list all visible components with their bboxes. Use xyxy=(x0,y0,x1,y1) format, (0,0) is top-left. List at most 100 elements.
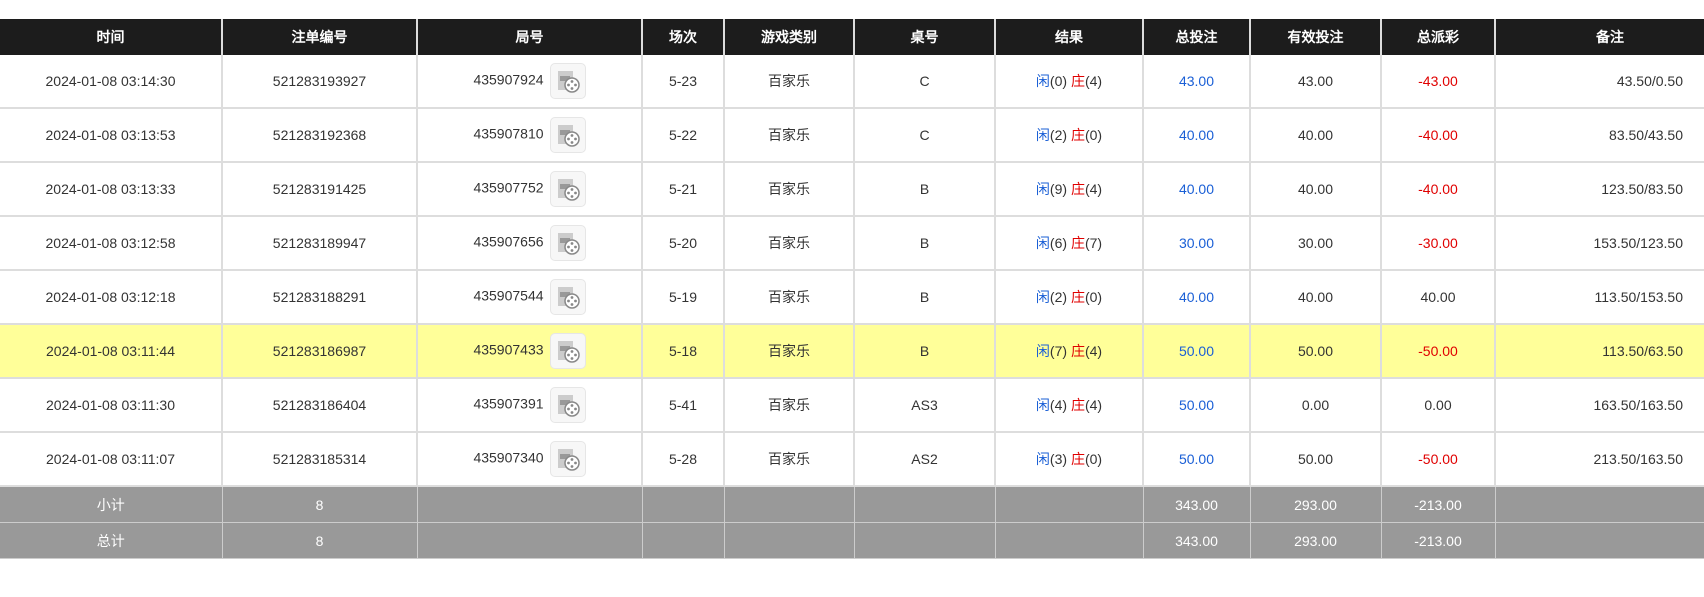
header-bet-id: 注单编号 xyxy=(221,19,417,55)
round-number: 435907391 xyxy=(473,395,544,412)
cell-round: 435907340 xyxy=(416,432,643,487)
cell-valid-bet: 30.00 xyxy=(1249,216,1382,271)
player-score: (0) xyxy=(1049,73,1068,89)
summary-empty xyxy=(641,485,725,523)
cell-round: 435907391 xyxy=(416,378,643,433)
video-replay-icon[interactable] xyxy=(549,117,586,153)
cell-game-type: 百家乐 xyxy=(723,55,855,109)
cell-total-bet: 50.00 xyxy=(1142,432,1251,487)
banker-label: 庄 xyxy=(1070,343,1085,359)
table-row[interactable]: 2024-01-08 03:11:07 521283185314 435907340… xyxy=(0,432,1704,487)
cell-result: 闲(7) 庄(4) xyxy=(994,324,1144,379)
table-row[interactable]: 2024-01-08 03:11:30 521283186404 435907391… xyxy=(0,378,1704,433)
video-replay-icon[interactable] xyxy=(549,225,586,261)
cell-session: 5-21 xyxy=(641,162,725,217)
banker-label: 庄 xyxy=(1070,397,1085,413)
round-number: 435907656 xyxy=(473,233,544,250)
cell-round: 435907433 xyxy=(416,324,643,379)
cell-bet-id: 521283193927 xyxy=(221,55,418,109)
summary-count: 8 xyxy=(221,522,418,559)
banker-label: 庄 xyxy=(1070,451,1085,467)
video-replay-icon[interactable] xyxy=(549,387,586,423)
cell-table-no: B xyxy=(853,162,996,217)
table-row[interactable]: 2024-01-08 03:13:53 521283192368 435907810… xyxy=(0,108,1704,163)
round-number: 435907752 xyxy=(473,179,544,196)
cell-payout: -43.00 xyxy=(1380,55,1496,109)
cell-valid-bet: 40.00 xyxy=(1249,162,1382,217)
summary-empty xyxy=(994,522,1144,559)
header-note: 备注 xyxy=(1494,19,1704,55)
cell-round: 435907656 xyxy=(416,216,643,271)
cell-note: 163.50/163.50 xyxy=(1494,378,1704,433)
cell-game-type: 百家乐 xyxy=(723,270,855,325)
cell-bet-id: 521283188291 xyxy=(221,270,418,325)
table-row[interactable]: 2024-01-08 03:11:44 521283186987 435907433… xyxy=(0,324,1704,379)
banker-score: (4) xyxy=(1084,397,1103,413)
cell-time: 2024-01-08 03:13:33 xyxy=(0,162,223,217)
video-replay-icon[interactable] xyxy=(549,171,586,207)
header-session: 场次 xyxy=(641,19,724,55)
cell-game-type: 百家乐 xyxy=(723,162,855,217)
cell-valid-bet: 50.00 xyxy=(1249,432,1382,487)
cell-session: 5-28 xyxy=(641,432,725,487)
video-replay-icon[interactable] xyxy=(549,279,586,315)
summary-payout: -213.00 xyxy=(1380,522,1496,559)
player-score: (9) xyxy=(1049,181,1068,197)
table-row[interactable]: 2024-01-08 03:13:33 521283191425 435907752… xyxy=(0,162,1704,217)
round-number: 435907340 xyxy=(473,449,544,466)
cell-table-no: AS3 xyxy=(853,378,996,433)
cell-time: 2024-01-08 03:11:44 xyxy=(0,324,223,379)
video-replay-icon[interactable] xyxy=(549,63,586,99)
cell-payout: -40.00 xyxy=(1380,162,1496,217)
cell-table-no: C xyxy=(853,108,996,163)
player-score: (6) xyxy=(1049,235,1068,251)
cell-result: 闲(9) 庄(4) xyxy=(994,162,1144,217)
cell-table-no: C xyxy=(853,55,996,109)
banker-label: 庄 xyxy=(1070,235,1085,251)
cell-bet-id: 521283191425 xyxy=(221,162,418,217)
cell-note: 153.50/123.50 xyxy=(1494,216,1704,271)
player-label: 闲 xyxy=(1035,235,1050,251)
cell-bet-id: 521283189947 xyxy=(221,216,418,271)
cell-result: 闲(4) 庄(4) xyxy=(994,378,1144,433)
cell-note: 113.50/63.50 xyxy=(1494,324,1704,379)
cell-game-type: 百家乐 xyxy=(723,378,855,433)
cell-session: 5-41 xyxy=(641,378,725,433)
cell-game-type: 百家乐 xyxy=(723,108,855,163)
cell-payout: -30.00 xyxy=(1380,216,1496,271)
cell-total-bet: 40.00 xyxy=(1142,108,1251,163)
bet-records-table: 时间 注单编号 局号 场次 游戏类别 桌号 结果 总投注 有效投注 总派彩 备注 2024-01-0… xyxy=(0,19,1704,559)
table-row[interactable]: 2024-01-08 03:12:18 521283188291 435907544… xyxy=(0,270,1704,325)
summary-count: 8 xyxy=(221,485,418,523)
cell-bet-id: 521283185314 xyxy=(221,432,418,487)
player-label: 闲 xyxy=(1035,451,1050,467)
cell-valid-bet: 40.00 xyxy=(1249,270,1382,325)
table-row[interactable]: 2024-01-08 03:14:30 521283193927 435907924… xyxy=(0,55,1704,109)
video-replay-icon[interactable] xyxy=(549,333,586,369)
header-valid-bet: 有效投注 xyxy=(1249,19,1381,55)
cell-table-no: B xyxy=(853,324,996,379)
banker-score: (4) xyxy=(1084,73,1103,89)
summary-payout: -213.00 xyxy=(1380,485,1496,523)
cell-total-bet: 40.00 xyxy=(1142,270,1251,325)
header-result: 结果 xyxy=(994,19,1143,55)
cell-time: 2024-01-08 03:11:30 xyxy=(0,378,223,433)
cell-total-bet: 50.00 xyxy=(1142,378,1251,433)
cell-session: 5-22 xyxy=(641,108,725,163)
cell-total-bet: 50.00 xyxy=(1142,324,1251,379)
header-round: 局号 xyxy=(416,19,642,55)
cell-game-type: 百家乐 xyxy=(723,432,855,487)
summary-empty xyxy=(723,522,855,559)
player-label: 闲 xyxy=(1035,73,1050,89)
header-total-bet: 总投注 xyxy=(1142,19,1250,55)
cell-valid-bet: 40.00 xyxy=(1249,108,1382,163)
banker-score: (0) xyxy=(1084,127,1103,143)
banker-score: (7) xyxy=(1084,235,1103,251)
video-replay-icon[interactable] xyxy=(549,441,586,477)
table-row[interactable]: 2024-01-08 03:12:58 521283189947 435907656… xyxy=(0,216,1704,271)
cell-note: 83.50/43.50 xyxy=(1494,108,1704,163)
player-score: (3) xyxy=(1049,451,1068,467)
header-payout: 总派彩 xyxy=(1380,19,1495,55)
cell-time: 2024-01-08 03:11:07 xyxy=(0,432,223,487)
player-score: (7) xyxy=(1049,343,1068,359)
